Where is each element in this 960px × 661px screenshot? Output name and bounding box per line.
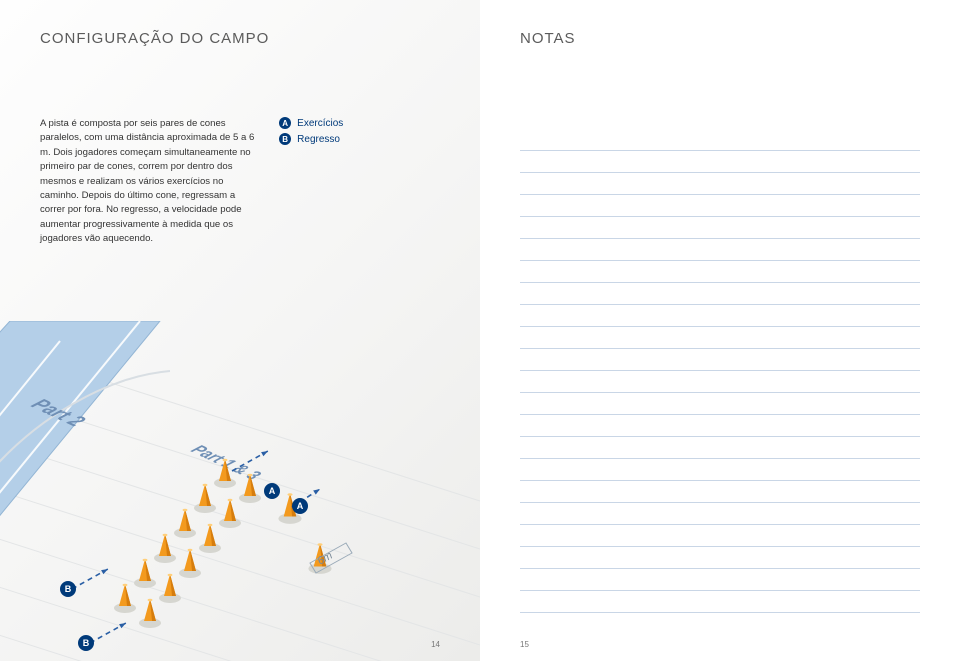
- page-number-right: 15: [520, 640, 529, 649]
- note-line: [520, 371, 920, 393]
- note-line: [520, 481, 920, 503]
- note-line: [520, 393, 920, 415]
- legend-row-a: A Exercícios: [279, 117, 440, 129]
- note-line: [520, 261, 920, 283]
- note-line: [520, 503, 920, 525]
- note-line: [520, 129, 920, 151]
- note-line: [520, 415, 920, 437]
- legend-bullet-b: B: [279, 133, 291, 145]
- note-line: [520, 591, 920, 613]
- right-page: NOTAS 15: [480, 0, 960, 661]
- legend-label-a: Exercícios: [297, 118, 343, 129]
- note-line: [520, 217, 920, 239]
- note-line: [520, 437, 920, 459]
- note-line: [520, 349, 920, 371]
- heading-config: CONFIGURAÇÃO DO CAMPO: [40, 30, 440, 47]
- note-line: [520, 239, 920, 261]
- left-page: CONFIGURAÇÃO DO CAMPO A pista é composta…: [0, 0, 480, 661]
- note-line: [520, 547, 920, 569]
- legend-bullet-a: A: [279, 117, 291, 129]
- note-line: [520, 327, 920, 349]
- note-line: [520, 569, 920, 591]
- note-line: [520, 151, 920, 173]
- note-line: [520, 525, 920, 547]
- legend: A Exercícios B Regresso: [279, 117, 440, 247]
- legend-row-b: B Regresso: [279, 133, 440, 145]
- notes-lines: [520, 129, 920, 613]
- heading-notes: NOTAS: [520, 30, 920, 47]
- svg-text:A: A: [297, 501, 304, 511]
- note-line: [520, 459, 920, 481]
- content-columns: A pista é composta por seis pares de con…: [40, 117, 440, 247]
- note-line: [520, 283, 920, 305]
- paragraph: A pista é composta por seis pares de con…: [40, 117, 257, 247]
- legend-label-b: Regresso: [297, 134, 340, 145]
- svg-text:A: A: [269, 486, 276, 496]
- svg-text:B: B: [65, 584, 72, 594]
- note-line: [520, 173, 920, 195]
- field-diagram: Part 2Part 1 & 3AA6mBB: [0, 321, 480, 661]
- svg-text:B: B: [83, 638, 90, 648]
- note-line: [520, 195, 920, 217]
- page-number-left: 14: [431, 640, 440, 649]
- note-line: [520, 305, 920, 327]
